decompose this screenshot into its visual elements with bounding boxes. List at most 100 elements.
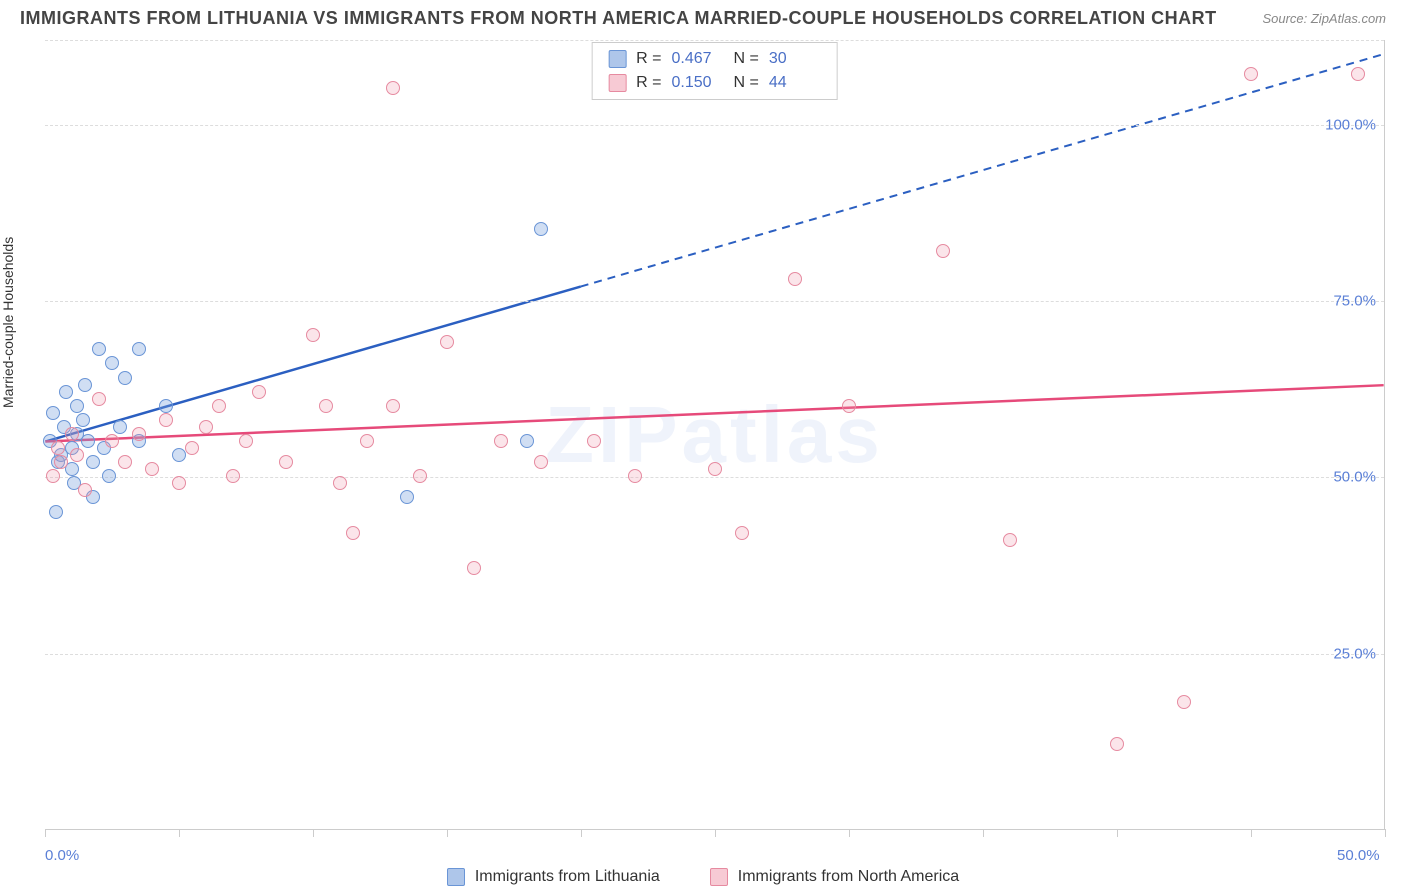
data-point xyxy=(76,413,90,427)
data-point xyxy=(92,342,106,356)
legend-item: Immigrants from Lithuania xyxy=(447,868,660,886)
n-value: 30 xyxy=(769,47,821,71)
data-point xyxy=(159,399,173,413)
data-point xyxy=(132,342,146,356)
data-point xyxy=(118,371,132,385)
data-point xyxy=(46,469,60,483)
data-point xyxy=(494,434,508,448)
r-label: R = xyxy=(636,71,661,95)
data-point xyxy=(386,399,400,413)
x-tick-label: 50.0% xyxy=(1337,847,1380,864)
x-tick-label: 0.0% xyxy=(45,847,79,864)
data-point xyxy=(226,469,240,483)
chart-plot-area: ZIPatlas R =0.467N =30R =0.150N =44 25.0… xyxy=(45,40,1385,830)
regression-line-solid xyxy=(45,287,580,442)
legend-label: Immigrants from North America xyxy=(738,868,959,886)
data-point xyxy=(319,399,333,413)
legend-series: Immigrants from Lithuania Immigrants from… xyxy=(0,868,1406,886)
data-point xyxy=(59,385,73,399)
data-point xyxy=(628,469,642,483)
data-point xyxy=(118,455,132,469)
y-axis-label: Married-couple Households xyxy=(0,237,16,408)
legend-swatch-icon xyxy=(608,74,626,92)
n-label: N = xyxy=(734,47,759,71)
data-point xyxy=(51,441,65,455)
data-point xyxy=(172,448,186,462)
legend-swatch-icon xyxy=(608,50,626,68)
y-tick-label: 25.0% xyxy=(1333,645,1376,662)
x-tick xyxy=(715,829,716,837)
data-point xyxy=(65,427,79,441)
legend-label: Immigrants from Lithuania xyxy=(475,868,660,886)
legend-swatch-icon xyxy=(447,868,465,886)
data-point xyxy=(239,434,253,448)
gridline xyxy=(45,125,1384,126)
data-point xyxy=(333,476,347,490)
y-tick-label: 75.0% xyxy=(1333,292,1376,309)
data-point xyxy=(199,420,213,434)
gridline xyxy=(45,477,1384,478)
data-point xyxy=(360,434,374,448)
data-point xyxy=(1244,67,1258,81)
data-point xyxy=(46,406,60,420)
data-point xyxy=(113,420,127,434)
x-tick xyxy=(45,829,46,837)
data-point xyxy=(587,434,601,448)
data-point xyxy=(78,483,92,497)
gridline xyxy=(45,301,1384,302)
r-value: 0.150 xyxy=(672,71,724,95)
r-label: R = xyxy=(636,47,661,71)
n-label: N = xyxy=(734,71,759,95)
data-point xyxy=(132,427,146,441)
data-point xyxy=(252,385,266,399)
data-point xyxy=(81,434,95,448)
data-point xyxy=(86,455,100,469)
data-point xyxy=(735,526,749,540)
gridline xyxy=(45,40,1384,41)
legend-stats-row: R = 0.467 N = 30 xyxy=(608,47,821,71)
data-point xyxy=(105,356,119,370)
y-tick-label: 50.0% xyxy=(1333,469,1376,486)
x-tick xyxy=(179,829,180,837)
legend-item: Immigrants from North America xyxy=(710,868,959,886)
data-point xyxy=(172,476,186,490)
y-tick-label: 100.0% xyxy=(1325,116,1376,133)
data-point xyxy=(306,328,320,342)
x-tick xyxy=(1117,829,1118,837)
legend-stats-row: R = 0.150 N = 44 xyxy=(608,71,821,95)
x-tick xyxy=(447,829,448,837)
data-point xyxy=(70,448,84,462)
data-point xyxy=(520,434,534,448)
x-tick xyxy=(849,829,850,837)
data-point xyxy=(1110,737,1124,751)
data-point xyxy=(54,455,68,469)
data-point xyxy=(413,469,427,483)
data-point xyxy=(386,81,400,95)
data-point xyxy=(70,399,84,413)
gridline xyxy=(45,654,1384,655)
r-value: 0.467 xyxy=(672,47,724,71)
n-value: 44 xyxy=(769,71,821,95)
data-point xyxy=(534,222,548,236)
data-point xyxy=(212,399,226,413)
data-point xyxy=(159,413,173,427)
data-point xyxy=(534,455,548,469)
data-point xyxy=(842,399,856,413)
chart-title: IMMIGRANTS FROM LITHUANIA VS IMMIGRANTS … xyxy=(20,8,1217,29)
data-point xyxy=(1351,67,1365,81)
x-tick xyxy=(1251,829,1252,837)
data-point xyxy=(467,561,481,575)
data-point xyxy=(1177,695,1191,709)
x-tick xyxy=(581,829,582,837)
legend-stats-box: R = 0.467 N = 30 R = 0.150 N = 44 xyxy=(591,42,838,100)
data-point xyxy=(105,434,119,448)
data-point xyxy=(936,244,950,258)
data-point xyxy=(145,462,159,476)
data-point xyxy=(92,392,106,406)
data-point xyxy=(1003,533,1017,547)
data-point xyxy=(49,505,63,519)
source-label: Source: ZipAtlas.com xyxy=(1262,11,1386,26)
legend-swatch-icon xyxy=(710,868,728,886)
data-point xyxy=(400,490,414,504)
data-point xyxy=(788,272,802,286)
